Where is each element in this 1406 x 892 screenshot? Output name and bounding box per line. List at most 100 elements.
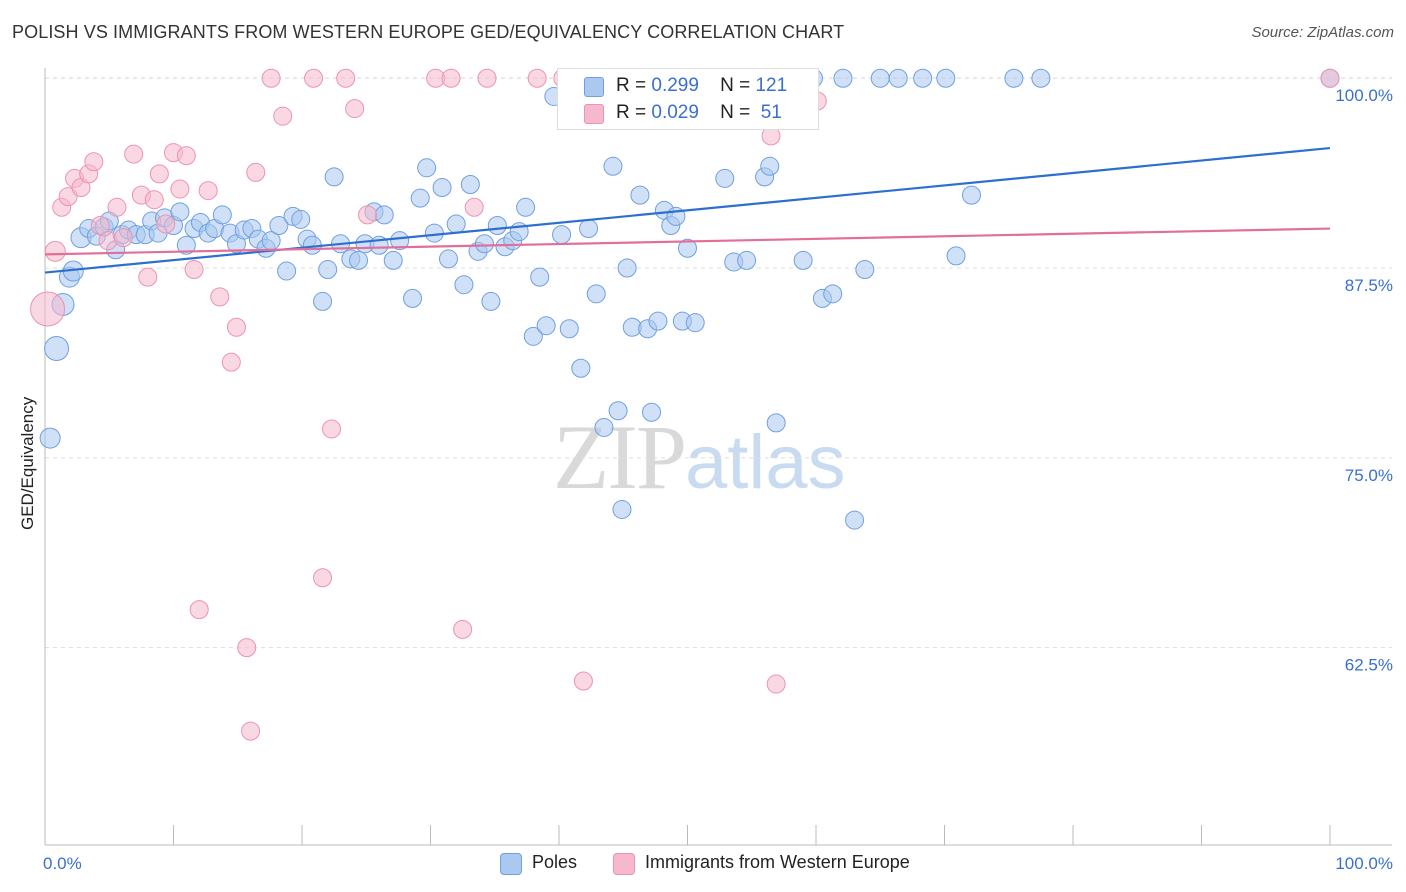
immigrant-point xyxy=(221,352,241,372)
immigrant-point xyxy=(176,146,196,166)
pole-point xyxy=(432,178,452,198)
pole-point xyxy=(685,313,705,333)
pole-point xyxy=(446,214,466,234)
poles-points xyxy=(39,68,1340,530)
r-label: R = xyxy=(616,102,647,123)
immigrant-point xyxy=(464,197,484,217)
pole-point xyxy=(603,156,623,176)
pole-point xyxy=(523,326,543,346)
pole-point xyxy=(318,260,338,280)
tick-labels: 100.0% 87.5% 75.0% 62.5% 0.0% 100.0% xyxy=(43,86,1393,873)
immigrant-point xyxy=(30,291,66,327)
pole-point xyxy=(870,68,890,88)
pole-point xyxy=(170,202,190,222)
pole-point xyxy=(855,260,875,280)
pole-point xyxy=(936,68,956,88)
pole-point xyxy=(833,68,853,88)
pole-point xyxy=(176,235,196,255)
pole-point xyxy=(410,188,430,208)
pole-point xyxy=(737,250,757,270)
stats-text-poles: R = 0.299 N = 121 xyxy=(616,75,787,97)
pole-point xyxy=(594,417,614,437)
pole-point xyxy=(961,185,981,205)
pole-point xyxy=(536,316,556,336)
pole-point xyxy=(487,216,507,236)
immigrant-point xyxy=(98,231,118,251)
y-tick-label: 75.0% xyxy=(1345,466,1393,485)
immigrant-point xyxy=(273,106,293,126)
immigrant-point xyxy=(138,267,158,287)
pole-point xyxy=(277,261,297,281)
immigrant-point xyxy=(336,68,356,88)
immigrant-point xyxy=(304,68,324,88)
pole-point xyxy=(269,216,289,236)
pole-point xyxy=(383,250,403,270)
pole-point xyxy=(454,275,474,295)
pole-point xyxy=(374,205,394,225)
immigrants-points xyxy=(30,68,1340,741)
r-value: 0.029 xyxy=(651,102,699,123)
immigrant-point xyxy=(90,216,110,236)
immigrant-point xyxy=(313,568,333,588)
pole-point xyxy=(715,168,735,188)
pole-point xyxy=(1004,68,1024,88)
pole-point xyxy=(474,234,494,254)
immigrant-point xyxy=(58,187,78,207)
pole-point xyxy=(946,246,966,266)
immigrant-point xyxy=(149,164,169,184)
pole-point xyxy=(760,156,780,176)
watermark-atlas: atlas xyxy=(685,420,846,505)
y-tick-label: 100.0% xyxy=(1335,86,1393,105)
pole-point xyxy=(612,499,632,519)
immigrant-point xyxy=(124,144,144,164)
immigrant-point xyxy=(261,68,281,88)
immigrant-point xyxy=(322,419,342,439)
immigrant-point xyxy=(527,68,547,88)
axes xyxy=(44,68,1392,846)
immigrant-point xyxy=(113,228,133,248)
immigrant-point xyxy=(210,287,230,307)
x-tick-label: 100.0% xyxy=(1335,854,1393,873)
pole-point xyxy=(516,197,536,217)
pole-point xyxy=(313,291,333,311)
grid-lines xyxy=(45,77,1392,649)
watermark-zip: ZIP xyxy=(553,406,687,508)
x-tick-label: 0.0% xyxy=(43,854,82,873)
poles-trend-line xyxy=(44,146,1331,274)
source-label: Source: ZipAtlas.com xyxy=(1251,24,1394,41)
pole-point xyxy=(403,288,423,308)
pole-point xyxy=(417,158,437,178)
immigrants-trend-line xyxy=(44,227,1331,256)
trend-lines xyxy=(44,146,1331,274)
immigrant-point xyxy=(241,721,261,741)
immigrant-point xyxy=(184,260,204,280)
pole-point xyxy=(888,68,908,88)
pole-point xyxy=(481,291,501,311)
pole-point xyxy=(438,249,458,269)
immigrant-point xyxy=(144,190,164,210)
immigrant-point xyxy=(226,317,246,337)
stats-legend: R = 0.299 N = 121 R = 0.029 N = 51 xyxy=(557,68,819,130)
pole-point xyxy=(212,205,232,225)
immigrant-point xyxy=(237,638,257,658)
immigrant-point xyxy=(453,619,473,639)
immigrant-point xyxy=(156,214,176,234)
pole-point xyxy=(793,250,813,270)
pole-point xyxy=(608,401,628,421)
chart-title: POLISH VS IMMIGRANTS FROM WESTERN EUROPE… xyxy=(12,22,845,42)
pole-point xyxy=(913,68,933,88)
immigrant-point xyxy=(766,674,786,694)
pole-point xyxy=(630,185,650,205)
pole-point xyxy=(291,209,311,229)
poles-legend-label: Poles xyxy=(532,852,578,872)
pole-point xyxy=(44,335,70,361)
pole-point xyxy=(845,510,865,530)
poles-legend-swatch xyxy=(500,853,522,875)
r-label: R = xyxy=(616,75,647,96)
r-value: 0.299 xyxy=(651,75,699,96)
pole-point xyxy=(1031,68,1051,88)
pole-point xyxy=(766,413,786,433)
immigrant-point xyxy=(441,68,461,88)
pole-point xyxy=(559,319,579,339)
